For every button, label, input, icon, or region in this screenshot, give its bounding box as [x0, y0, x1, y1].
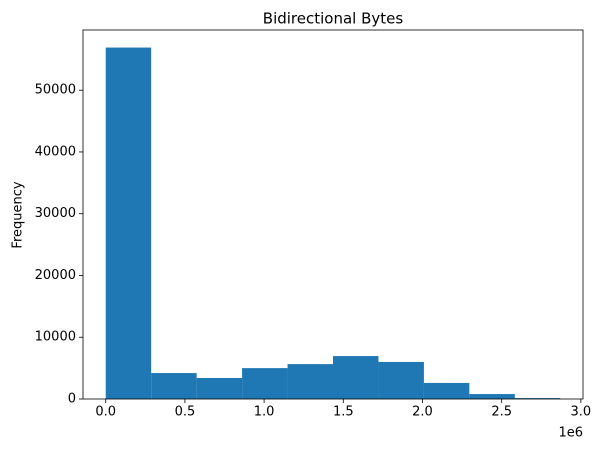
- bar: [333, 356, 379, 399]
- bar: [287, 364, 333, 399]
- bar: [423, 382, 470, 399]
- bar: [378, 361, 424, 399]
- y-tick-label: 40000: [35, 144, 76, 159]
- x-tick-label: 0.5: [175, 405, 196, 420]
- y-tick-label: 50000: [35, 83, 76, 98]
- x-tick-label: 2.5: [491, 405, 512, 420]
- y-tick-label: 10000: [35, 330, 76, 345]
- axes-frame: [82, 29, 584, 400]
- x-tick-label: 1.0: [254, 405, 275, 420]
- y-tick-label: 30000: [35, 206, 76, 221]
- y-tick-label: 0: [68, 392, 76, 407]
- x-tick-label: 2.0: [412, 405, 433, 420]
- y-tick-label: 20000: [35, 268, 76, 283]
- bar: [514, 398, 561, 399]
- x-tick-label: 3.0: [571, 405, 592, 420]
- x-tick-label: 1.5: [333, 405, 354, 420]
- bar: [196, 378, 243, 399]
- chart-title: Bidirectional Bytes: [263, 10, 404, 28]
- bar: [151, 373, 197, 399]
- x-offset-label: 1e6: [558, 426, 583, 441]
- bar: [242, 368, 288, 399]
- x-tick-label: 0.0: [95, 405, 116, 420]
- bar: [469, 394, 515, 399]
- bar: [105, 47, 152, 399]
- y-axis-label: Frequency: [11, 181, 26, 248]
